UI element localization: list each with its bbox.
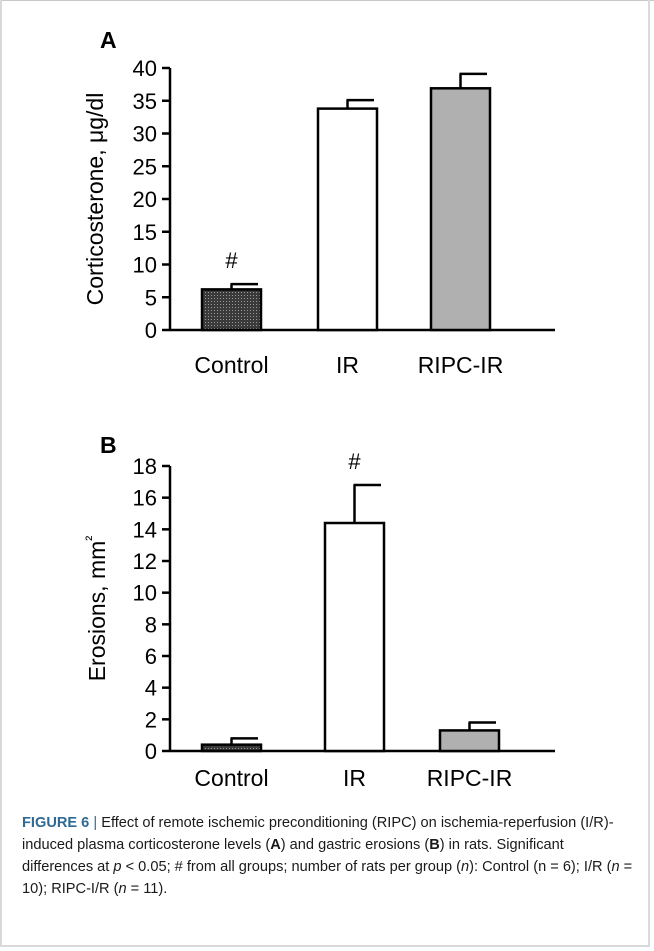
category-label: RIPC-IR <box>418 352 504 378</box>
category-label: IR <box>336 352 359 378</box>
caption-text-1: Effect of remote ischemic preconditionin… <box>22 815 614 853</box>
caption-bold-b: B <box>429 837 440 853</box>
caption-n2: n <box>611 859 620 875</box>
y-tick-label: 0 <box>145 739 157 764</box>
y-tick-label: 5 <box>145 285 157 310</box>
bar-control <box>200 288 263 332</box>
caption-separator: | <box>93 815 98 831</box>
chart-panel-a: A 0 5 10 15 20 25 30 35 40 Corticosterone, μg/dl Co… <box>82 27 555 378</box>
figure-caption: FIGURE 6 | Effect of remote ischemic pre… <box>22 812 636 900</box>
y-tick-label: 25 <box>133 154 157 179</box>
panel-letter: A <box>100 27 117 53</box>
category-label: Control <box>194 765 268 791</box>
y-tick-label: 12 <box>133 549 157 574</box>
y-tick-label: 16 <box>133 486 157 511</box>
y-tick-label: 10 <box>133 581 157 606</box>
category-label: IR <box>343 765 366 791</box>
category-label: Control <box>194 352 268 378</box>
bar-ripc-ir <box>438 729 501 753</box>
significance-marker: # <box>348 449 361 474</box>
significance-marker: # <box>225 248 238 273</box>
y-tick-label: 20 <box>133 187 157 212</box>
bar-ripc-ir <box>429 87 492 332</box>
bar-ir <box>316 107 379 332</box>
caption-text-6: = 10); RIPC-I/R ( <box>22 859 633 897</box>
caption-n1: n <box>461 859 470 875</box>
y-tick-label: 2 <box>145 707 157 732</box>
caption-p: p <box>113 859 122 875</box>
y-tick-label: 6 <box>145 644 157 669</box>
caption-text-4: < 0.05; # from all groups; number of rat… <box>121 859 462 875</box>
caption-n3: n <box>118 881 127 897</box>
y-tick-label: 10 <box>133 253 157 278</box>
caption-label: FIGURE 6 <box>22 815 90 831</box>
y-tick-label: 0 <box>145 318 157 343</box>
bar-control <box>200 743 263 753</box>
y-tick-label: 18 <box>133 454 157 479</box>
y-tick-label: 14 <box>133 517 157 542</box>
caption-text-7: = 11). <box>126 881 168 897</box>
category-label: RIPC-IR <box>427 765 513 791</box>
y-tick-label: 8 <box>145 612 157 637</box>
chart-panel-b: B 0 2 4 6 8 10 12 14 16 18 Erosions, mm² Control IR RI… <box>83 432 555 791</box>
y-tick-label: 30 <box>133 122 157 147</box>
panel-letter: B <box>100 432 117 458</box>
y-tick-label: 4 <box>145 676 157 701</box>
y-tick-label: 35 <box>133 89 157 114</box>
y-axis-label-superscript: ² <box>83 536 100 541</box>
bar-ir <box>323 521 386 753</box>
caption-text-5: ): Control (n = 6); I/R ( <box>469 859 612 875</box>
y-axis-label: Erosions, mm² <box>83 536 110 682</box>
y-axis-label: Corticosterone, μg/dl <box>82 93 108 306</box>
top-border <box>0 0 654 1</box>
caption-text-3: ) in rats. Significant differences at <box>22 837 564 875</box>
y-tick-label: 40 <box>133 56 157 81</box>
caption-text-2: ) and gastric erosions ( <box>280 837 430 853</box>
caption-bold-a: A <box>270 837 281 853</box>
y-tick-label: 15 <box>133 220 157 245</box>
